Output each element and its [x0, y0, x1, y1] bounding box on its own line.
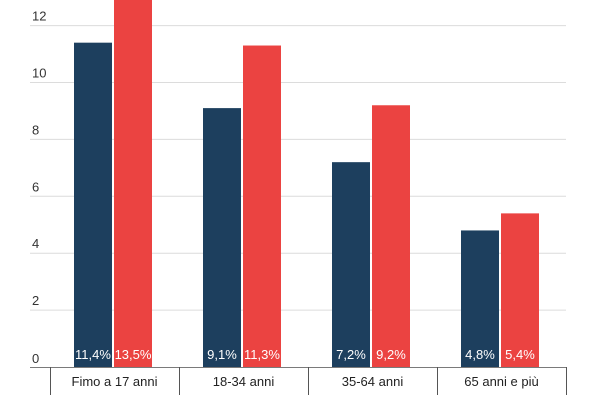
bars	[74, 0, 539, 368]
y-tick-label: 0	[32, 351, 39, 366]
y-tick-label: 4	[32, 236, 39, 251]
bar	[372, 105, 410, 368]
y-tick-label: 10	[32, 66, 46, 81]
bar-data-label: 5,4%	[505, 347, 535, 362]
y-tick-label: 6	[32, 179, 39, 194]
x-axis: Fimo a 17 anni 18-34 anni 35-64 anni 65 ann…	[30, 367, 567, 395]
x-tick-label: Fimo a 17 anni	[72, 374, 158, 389]
bar-data-label: 7,2%	[336, 347, 366, 362]
bar-data-label: 9,1%	[207, 347, 237, 362]
x-tick-label: 35-64 anni	[342, 374, 404, 389]
bar	[501, 213, 539, 367]
bar	[461, 230, 499, 367]
bar	[203, 108, 241, 368]
bar	[114, 0, 152, 367]
x-tick-label: 18-34 anni	[213, 374, 275, 389]
bar	[243, 45, 281, 367]
bar-data-label: 13,5%	[115, 347, 152, 362]
x-tick-label: 65 anni e più	[464, 374, 538, 389]
y-tick-label: 8	[32, 122, 39, 137]
bar-data-label: 9,2%	[376, 347, 406, 362]
y-tick-label: 2	[32, 293, 39, 308]
y-axis: 0 2 4 6 8 10 12	[32, 9, 46, 366]
bar	[332, 162, 370, 367]
bar-data-label: 11,3%	[244, 347, 280, 362]
data-labels: 11,4% 13,5% 9,1% 11,3% 7,2% 9,2% 4,8% 5,4%	[75, 347, 535, 362]
bar	[74, 42, 112, 368]
y-tick-label: 12	[32, 9, 46, 24]
bar-data-label: 11,4%	[75, 347, 111, 362]
bar-data-label: 4,8%	[465, 347, 495, 362]
